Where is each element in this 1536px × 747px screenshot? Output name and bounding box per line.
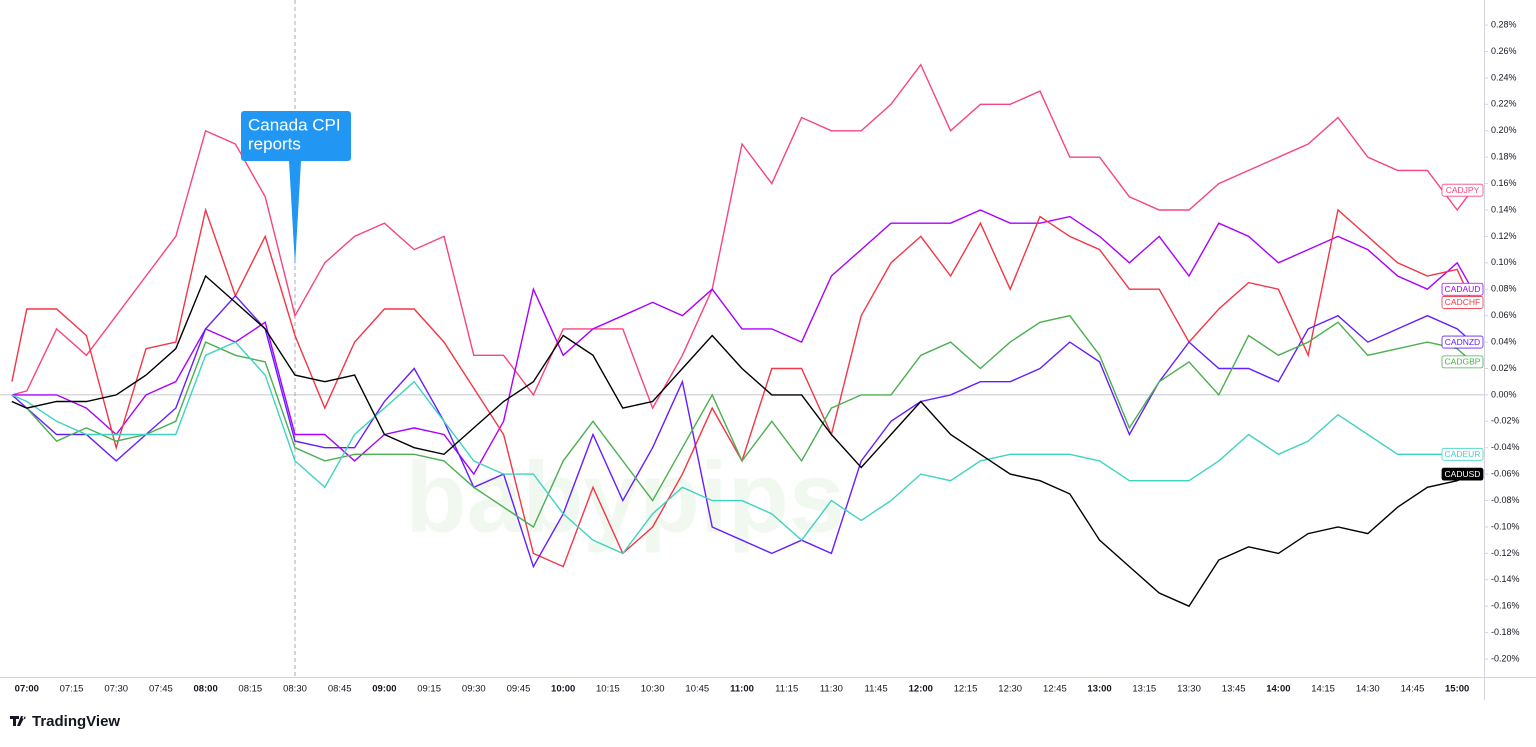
x-tick-label: 07:45 bbox=[149, 684, 173, 695]
series-tag bbox=[1441, 355, 1484, 369]
y-tick-label: 0.10% bbox=[1491, 257, 1517, 267]
brand: TradingView bbox=[32, 713, 120, 730]
y-tick-label: 0.20% bbox=[1491, 125, 1517, 135]
series-line bbox=[11, 314, 1473, 529]
series-tag bbox=[1441, 282, 1484, 296]
x-tick-label: 10:00 bbox=[551, 684, 575, 695]
x-tick-label: 14:15 bbox=[1311, 684, 1335, 695]
x-tick-label: 10:45 bbox=[685, 684, 709, 695]
legend-label: CADCHF bbox=[1445, 297, 1480, 307]
y-tick-label: 0.00% bbox=[1491, 389, 1517, 399]
y-tick-label: -0.12% bbox=[1491, 548, 1520, 558]
legend-label: CADEUR bbox=[1445, 449, 1481, 459]
series-tag bbox=[1441, 183, 1484, 197]
y-tick-label: -0.04% bbox=[1491, 442, 1520, 452]
x-tick-label: 13:15 bbox=[1132, 684, 1156, 695]
y-tick-label: -0.08% bbox=[1491, 495, 1520, 505]
x-tick-label: 14:45 bbox=[1401, 684, 1425, 695]
x-tick-label: 09:30 bbox=[462, 684, 486, 695]
series-tag bbox=[1441, 467, 1484, 481]
x-tick-label: 07:15 bbox=[60, 684, 84, 695]
y-tick-label: -0.20% bbox=[1491, 653, 1520, 663]
legend-label: CADGBP bbox=[1445, 357, 1481, 367]
x-tick-label: 12:45 bbox=[1043, 684, 1067, 695]
legend-label: CADJPY bbox=[1446, 185, 1480, 195]
x-tick-label: 09:00 bbox=[372, 684, 396, 695]
x-tick-label: 11:00 bbox=[730, 684, 754, 695]
y-tick-label: -0.18% bbox=[1491, 627, 1520, 637]
legend-label: CADAUD bbox=[1445, 284, 1481, 294]
x-tick-label: 12:00 bbox=[909, 684, 933, 695]
series-tag bbox=[1441, 335, 1484, 349]
y-tick-label: -0.16% bbox=[1491, 601, 1520, 611]
y-tick-label: 0.02% bbox=[1491, 363, 1517, 373]
x-tick-label: 11:45 bbox=[865, 684, 888, 695]
x-tick-label: 08:15 bbox=[238, 684, 262, 695]
series-line bbox=[11, 294, 1473, 569]
annotation-text: reports bbox=[248, 134, 301, 153]
y-tick-label: 0.16% bbox=[1491, 178, 1517, 188]
x-tick-label: 14:00 bbox=[1266, 684, 1290, 695]
legend-label: CADUSD bbox=[1445, 469, 1481, 479]
x-tick-label: 08:30 bbox=[283, 684, 307, 695]
y-tick-label: -0.14% bbox=[1491, 574, 1520, 584]
x-tick-label: 07:30 bbox=[104, 684, 128, 695]
x-tick-label: 13:00 bbox=[1087, 684, 1111, 695]
brand-icon bbox=[10, 716, 26, 726]
x-tick-label: 12:30 bbox=[998, 684, 1022, 695]
x-tick-label: 15:00 bbox=[1445, 684, 1469, 695]
x-tick-label: 10:15 bbox=[596, 684, 620, 695]
x-tick-label: 13:45 bbox=[1222, 684, 1246, 695]
x-tick-label: 10:30 bbox=[641, 684, 665, 695]
y-tick-label: 0.18% bbox=[1491, 152, 1517, 162]
x-tick-label: 08:00 bbox=[193, 684, 217, 695]
y-tick-label: 0.08% bbox=[1491, 284, 1517, 294]
plot-area: babypips bbox=[0, 0, 1484, 677]
x-tick-label: 09:45 bbox=[507, 684, 531, 695]
series-line bbox=[11, 63, 1473, 410]
series-line bbox=[11, 274, 1473, 608]
y-tick-label: -0.06% bbox=[1491, 469, 1520, 479]
y-tick-label: 0.24% bbox=[1491, 72, 1517, 82]
y-tick-label: 0.12% bbox=[1491, 231, 1517, 241]
y-tick-label: 0.04% bbox=[1491, 336, 1517, 346]
x-tick-label: 07:00 bbox=[15, 684, 39, 695]
x-tick-label: 14:30 bbox=[1356, 684, 1380, 695]
x-tick-label: 12:15 bbox=[954, 684, 978, 695]
y-tick-label: 0.26% bbox=[1491, 46, 1517, 56]
series-tag bbox=[1441, 296, 1484, 309]
x-tick-label: 13:30 bbox=[1177, 684, 1201, 695]
series-line bbox=[11, 341, 1473, 555]
x-tick-label: 08:45 bbox=[328, 684, 352, 695]
x-tick-label: 11:15 bbox=[775, 684, 798, 695]
x-tick-label: 11:30 bbox=[820, 684, 843, 695]
annotation-callout bbox=[241, 111, 352, 266]
y-tick-label: 0.28% bbox=[1491, 19, 1517, 29]
annotation-text: Canada CPI bbox=[248, 115, 341, 134]
y-tick-label: 0.22% bbox=[1491, 99, 1517, 109]
legend-label: CADNZD bbox=[1445, 337, 1480, 347]
y-tick-label: 0.06% bbox=[1491, 310, 1517, 320]
x-tick-label: 09:15 bbox=[417, 684, 441, 695]
y-tick-label: 0.14% bbox=[1491, 204, 1517, 214]
series-tag bbox=[1441, 447, 1484, 461]
brand-logo: TradingView bbox=[10, 713, 120, 730]
y-tick-label: -0.10% bbox=[1491, 521, 1520, 531]
y-tick-label: -0.02% bbox=[1491, 416, 1520, 426]
series-line bbox=[11, 209, 1473, 476]
